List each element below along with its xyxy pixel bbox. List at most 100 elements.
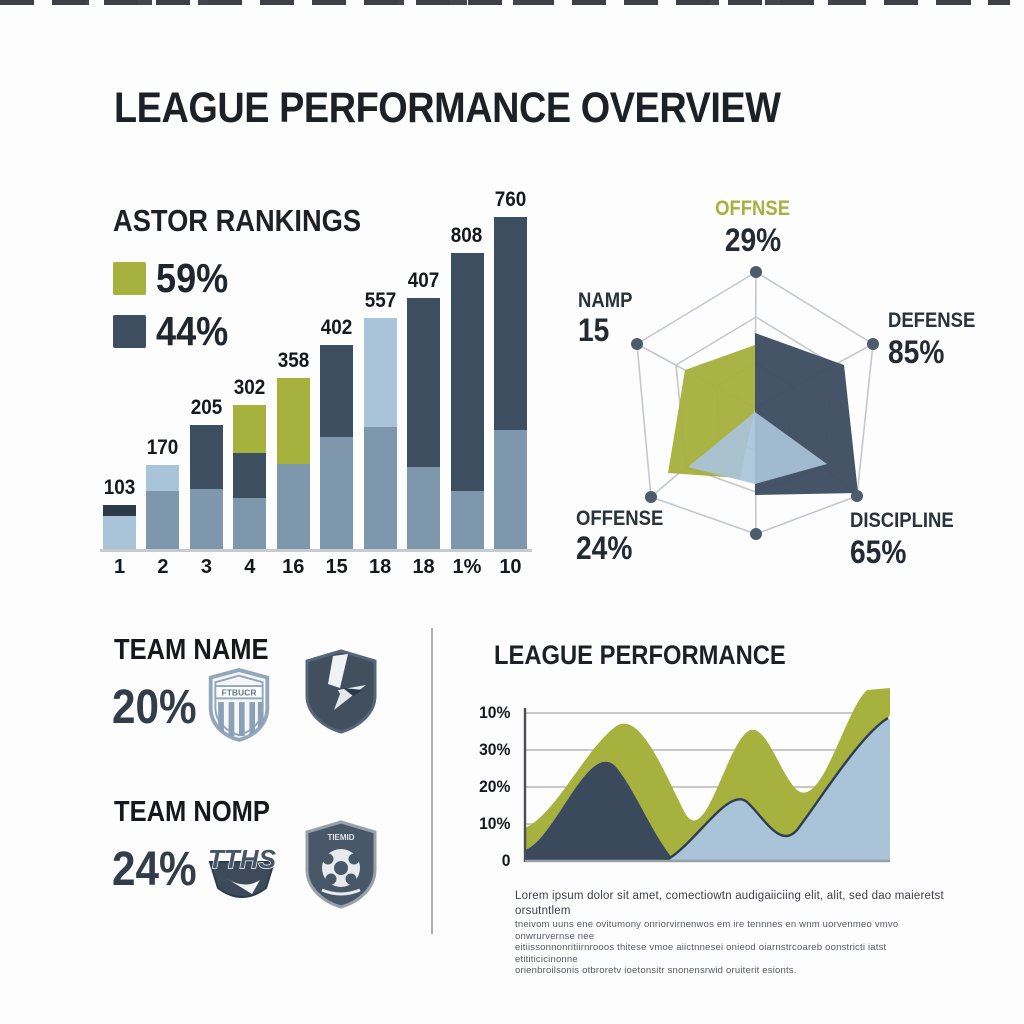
bar-value-label: 170: [147, 436, 179, 459]
radar-vertex-dots: [631, 266, 879, 540]
badge-text: TIEMID: [327, 833, 354, 842]
eagle-beak: [343, 688, 363, 696]
bar-segment-mid: [233, 498, 267, 550]
y-tick-label: 10%: [479, 703, 511, 722]
radar-chart: [631, 266, 879, 540]
bar-segment-light: [103, 516, 136, 550]
bar-column: 358: [276, 349, 310, 550]
bar-segment-dark: [407, 298, 441, 467]
x-axis-label: 18: [369, 556, 392, 578]
bar-segment-dark: [320, 345, 354, 437]
bar-stack: [450, 253, 484, 550]
bar-stack: [407, 298, 441, 550]
light-area: [665, 718, 890, 861]
radar-value-offnse: 29%: [724, 222, 782, 258]
bar-chart-x-axis: [100, 549, 532, 552]
caption-line: Lorem ipsum dolor sit amet, comectiowtn …: [515, 890, 944, 917]
bar-value-label: 402: [320, 316, 353, 339]
bar-value-label: 103: [103, 476, 136, 499]
radar-value-discipline: 65%: [850, 534, 907, 570]
area-chart-title: LEAGUE PERFORMANCE: [494, 640, 786, 670]
bar-segment-mid: [363, 427, 397, 550]
bar-column: 407: [407, 269, 441, 550]
bar-column: 808: [450, 224, 484, 550]
crest-arrow: [226, 878, 260, 894]
eagle-shield-badge: [305, 649, 377, 734]
light-area-outline: [664, 716, 889, 863]
y-tick-label: 0: [501, 851, 511, 870]
bar-segment-mid: [407, 467, 441, 550]
radar-label-offnse: OFFNSE: [715, 197, 791, 220]
bar-column: 557: [363, 289, 397, 550]
radar-value-offense: 24%: [576, 530, 633, 566]
bar-column: 760: [493, 188, 527, 550]
dark-area: [525, 761, 675, 861]
legend-item-dark: 44%: [113, 311, 238, 352]
bar-value-label: 205: [190, 396, 223, 419]
radar-light-region: [688, 412, 827, 484]
bar-segment-dark: [493, 217, 527, 430]
x-axis-label: 18: [412, 556, 435, 578]
bar-chart-plot: 103 170 205 302 358 402 557 407 808 760: [103, 188, 527, 550]
bar-segment-mid: [493, 430, 527, 550]
bar-chart-x-labels: 1 2 3 4 16 15 18 18 1% 10: [103, 556, 527, 579]
caption-line: orienbroilsonis otbroretv ioetonsitr sno…: [515, 965, 797, 976]
bar-column: 302: [233, 376, 267, 550]
legend-swatch-green: [113, 262, 146, 295]
bar-segment-mid: [450, 491, 484, 550]
radar-value-defense: 85%: [888, 334, 945, 370]
team-nomp-percent: 24%: [112, 843, 197, 896]
bar-value-label: 358: [277, 349, 310, 372]
x-axis-label: 3: [200, 556, 212, 578]
x-axis-label: 1%: [452, 556, 482, 578]
bar-value-label: 407: [407, 269, 440, 292]
bar-segment-darkest: [103, 505, 136, 516]
bar-stack: [233, 405, 267, 550]
radar-label-discipline: DISCIPLINE: [850, 509, 954, 532]
bar-segment-mid: [189, 489, 223, 550]
y-tick-label: 10%: [479, 814, 511, 833]
team-name-heading: TEAM NAME: [114, 634, 269, 666]
section-divider: [431, 628, 433, 934]
bar-segment-mid: [276, 464, 310, 550]
bar-stack: [103, 505, 136, 550]
legend-label-green: 59%: [156, 255, 229, 301]
bar-column: 170: [146, 436, 180, 550]
radar-value-namp: 15: [578, 312, 610, 348]
bar-segment-mid: [320, 437, 354, 550]
radar-label-defense: DEFENSE: [888, 309, 976, 332]
bar-stack: [189, 425, 223, 550]
x-axis-label: 2: [157, 556, 169, 578]
legend-item-green: 59%: [113, 258, 238, 299]
bar-column: 402: [320, 316, 354, 550]
tths-crest-badge: TTHS: [207, 843, 277, 898]
shield-stripes: [218, 702, 264, 737]
bar-segment-light: [363, 318, 397, 427]
bar-value-label: 557: [364, 289, 396, 312]
bar-segment-dark: [189, 425, 223, 489]
bar-segment-light: [146, 465, 180, 491]
caption-line: tneivom uuns ene ovitumony onriorvirnenw…: [515, 919, 899, 942]
bar-value-label: 760: [494, 188, 527, 211]
green-band-area: [525, 688, 890, 861]
legend-swatch-dark: [113, 315, 146, 348]
team-name-percent: 20%: [112, 681, 197, 734]
bar-segment-dark: [233, 453, 267, 498]
badge-text: TTHS: [208, 844, 277, 874]
bar-column: 205: [189, 396, 223, 550]
cutoff-text-strip: [0, 0, 1010, 5]
caption-paragraph: Lorem ipsum dolor sit amet, comectiowtn …: [515, 889, 947, 977]
radar-label-namp: NAMP: [578, 289, 633, 312]
bar-column: 103: [103, 476, 136, 550]
x-axis-label: 10: [499, 556, 522, 578]
badge-text: FTBUCR: [222, 688, 257, 698]
x-axis-label: 15: [325, 556, 348, 578]
soccer-shield-badge: TIEMID: [305, 820, 377, 909]
bar-segment-mid: [146, 491, 180, 550]
x-axis-label: 4: [244, 556, 256, 578]
radar-label-offense: OFFENSE: [576, 507, 664, 530]
x-axis-label: 16: [282, 556, 305, 578]
caption-line: eitiissonnonritiirnrooos thitese vmoe ai…: [515, 942, 887, 965]
page-title-text: LEAGUE PERFORMANCE OVERVIEW: [114, 84, 781, 132]
